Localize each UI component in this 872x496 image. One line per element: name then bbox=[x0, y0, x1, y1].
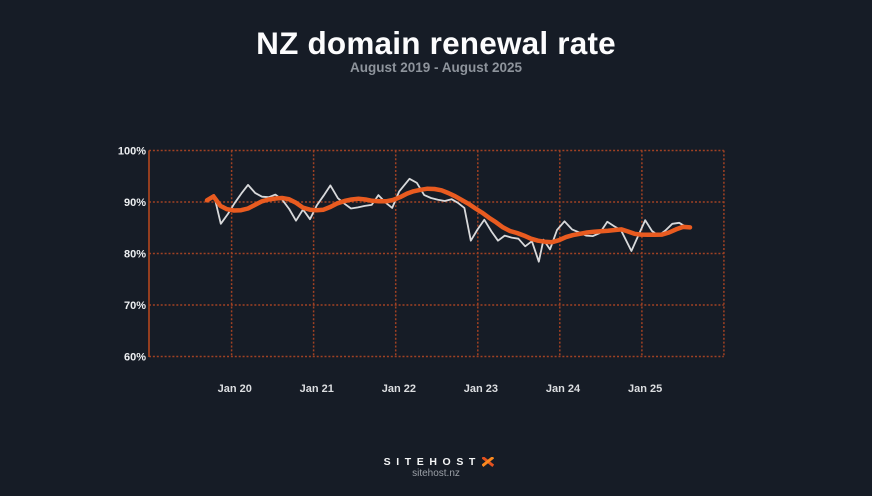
svg-text:90%: 90% bbox=[124, 197, 146, 209]
svg-text:Jan 24: Jan 24 bbox=[546, 383, 581, 395]
svg-text:Jan 20: Jan 20 bbox=[218, 383, 252, 395]
svg-text:80%: 80% bbox=[124, 249, 146, 261]
svg-text:70%: 70% bbox=[124, 300, 146, 312]
svg-text:100%: 100% bbox=[118, 146, 146, 158]
svg-text:Jan 25: Jan 25 bbox=[628, 383, 662, 395]
svg-text:Jan 23: Jan 23 bbox=[464, 383, 498, 395]
svg-text:Jan 21: Jan 21 bbox=[300, 383, 334, 395]
svg-text:60%: 60% bbox=[124, 352, 146, 364]
svg-text:Jan 22: Jan 22 bbox=[382, 383, 416, 395]
